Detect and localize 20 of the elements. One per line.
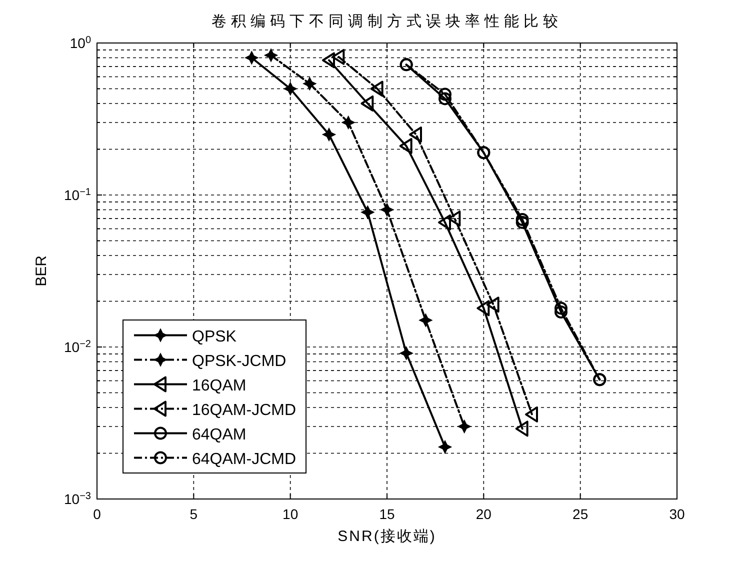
x-tick-label: 20 (476, 506, 492, 522)
y-axis-title: BER (33, 255, 50, 286)
legend-label: 16QAM (192, 377, 246, 394)
y-tick-label: 10$^{−1}$ (64, 186, 92, 203)
y-tick-label: 10$^{0}$ (70, 34, 92, 51)
x-tick-label: 0 (93, 506, 102, 522)
x-tick-label: 5 (190, 506, 198, 522)
legend-label: QPSK (192, 328, 237, 346)
y-tick-label: 10$^{−3}$ (64, 490, 92, 507)
chart-title: 卷积编码下不同调制方式误块率性能比较 (212, 13, 562, 30)
y-tick-label: 10$^{−2}$ (64, 338, 92, 355)
legend-label: 16QAM-JCMD (192, 402, 296, 419)
legend-label: 64QAM-JCMD (192, 450, 296, 468)
x-axis-title: SNR(接收端) (338, 528, 436, 545)
x-tick-label: 15 (379, 506, 395, 522)
x-tick-label: 10 (282, 506, 298, 522)
legend-label: QPSK-JCMD (192, 352, 286, 370)
x-tick-label: 30 (669, 506, 685, 522)
x-tick-label: 25 (572, 506, 588, 522)
legend-label: 64QAM (192, 426, 246, 444)
